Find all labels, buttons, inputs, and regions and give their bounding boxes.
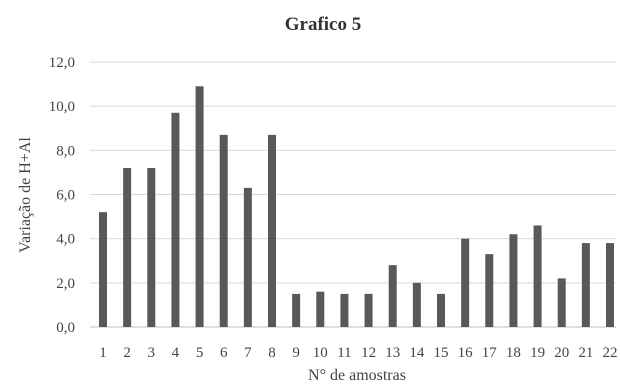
bar xyxy=(171,112,180,328)
y-tick-label: 12,0 xyxy=(49,55,75,71)
x-tick-label: 22 xyxy=(603,345,618,361)
bar xyxy=(606,243,614,327)
bar xyxy=(509,234,518,327)
x-tick-label: 18 xyxy=(506,345,521,361)
bar xyxy=(195,86,204,328)
bar xyxy=(437,293,445,327)
bar xyxy=(123,168,132,327)
y-tick-label: 6,0 xyxy=(56,188,75,204)
bar xyxy=(292,293,301,327)
bar xyxy=(461,238,470,327)
x-axis-label: N° de amostras xyxy=(308,367,406,384)
x-tick-label: 13 xyxy=(385,345,400,361)
x-tick-label: 8 xyxy=(268,345,276,361)
x-tick-label: 7 xyxy=(244,345,252,361)
bar xyxy=(219,134,228,327)
x-tick-label: 15 xyxy=(434,345,449,361)
bar xyxy=(388,265,397,327)
x-tick-label: 19 xyxy=(530,345,545,361)
x-tick-label: 10 xyxy=(313,345,328,361)
bar xyxy=(533,225,542,327)
chart-title: Grafico 5 xyxy=(285,14,362,35)
x-tick-label: 3 xyxy=(148,345,156,361)
bar xyxy=(581,243,590,327)
bar xyxy=(268,134,276,327)
y-tick-label: 10,0 xyxy=(49,99,75,115)
bar xyxy=(557,278,566,327)
bar xyxy=(316,291,325,327)
x-tick-label: 9 xyxy=(292,345,300,361)
y-axis-label: Variação de H+Al xyxy=(17,137,34,253)
bar xyxy=(340,293,349,327)
y-axis-ticks: 0,0 2,0 4,0 6,0 8,0 10,0 12,0 xyxy=(49,55,75,336)
bar xyxy=(412,282,421,327)
x-tick-label: 12 xyxy=(361,345,376,361)
bar xyxy=(364,293,373,327)
x-tick-label: 21 xyxy=(578,345,593,361)
y-tick-label: 2,0 xyxy=(56,276,75,292)
x-tick-label: 11 xyxy=(337,345,351,361)
x-tick-label: 17 xyxy=(482,345,498,361)
bars xyxy=(99,86,614,328)
x-tick-label: 5 xyxy=(196,345,204,361)
bar xyxy=(485,254,494,327)
bar xyxy=(99,212,107,327)
y-tick-label: 4,0 xyxy=(56,232,75,248)
bar xyxy=(243,187,252,327)
x-tick-label: 2 xyxy=(123,345,131,361)
bar xyxy=(147,168,156,327)
x-axis-ticks: 1 2 3 4 5 6 7 8 9 10 11 12 13 14 15 16 17 18 19 20 21 22 xyxy=(99,345,617,361)
y-tick-label: 8,0 xyxy=(56,143,75,159)
y-tick-label: 0,0 xyxy=(56,320,75,336)
x-tick-label: 14 xyxy=(409,345,425,361)
x-tick-label: 20 xyxy=(554,345,569,361)
x-tick-label: 6 xyxy=(220,345,228,361)
x-tick-label: 1 xyxy=(99,345,107,361)
x-tick-label: 16 xyxy=(458,345,474,361)
x-tick-label: 4 xyxy=(172,345,180,361)
